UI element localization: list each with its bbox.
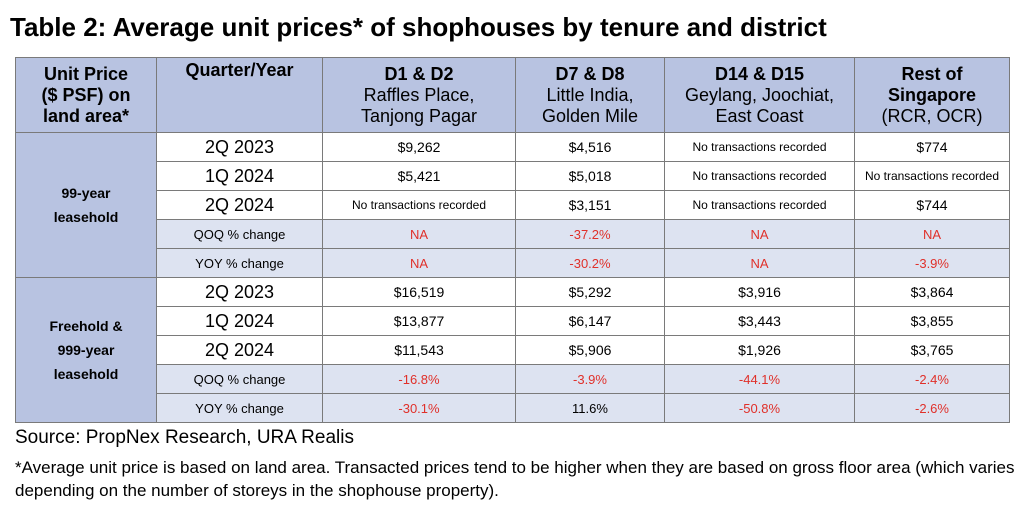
- value-cell: NA: [664, 219, 855, 249]
- period-cell: 2Q 2024: [156, 190, 323, 220]
- value-cell: NA: [322, 219, 516, 249]
- table-row: Freehold & 999-year leasehold 2Q 2023 $1…: [15, 277, 1010, 423]
- period-cell: 2Q 2024: [156, 335, 323, 365]
- value-cell: $16,519: [322, 277, 516, 307]
- value-cell: $744: [854, 190, 1010, 220]
- value-cell: No transactions recorded: [322, 190, 516, 220]
- value-cell: No transactions recorded: [664, 161, 855, 191]
- value-cell: $1,926: [664, 335, 855, 365]
- price-table: Unit Price ($ PSF) on land area* Quarter…: [15, 57, 1010, 423]
- value-cell: $5,292: [515, 277, 665, 307]
- value-cell: $9,262: [322, 132, 516, 162]
- period-cell: 2Q 2023: [156, 277, 323, 307]
- footnote: *Average unit price is based on land are…: [15, 458, 1015, 500]
- value-cell: -37.2%: [515, 219, 665, 249]
- period-cell: 1Q 2024: [156, 306, 323, 336]
- value-cell: $3,916: [664, 277, 855, 307]
- value-cell: -30.1%: [322, 393, 516, 423]
- value-cell: No transactions recorded: [664, 190, 855, 220]
- table-row: YOY % change NA -30.2% NA -3.9%: [16, 248, 1010, 278]
- value-cell: $6,147: [515, 306, 665, 336]
- value-cell: -16.8%: [322, 364, 516, 394]
- value-cell: -44.1%: [664, 364, 855, 394]
- period-cell: YOY % change: [156, 248, 323, 278]
- table-row: 1Q 2024 $13,877 $6,147 $3,443 $3,855: [16, 306, 1010, 336]
- value-cell: $11,543: [322, 335, 516, 365]
- value-cell: $774: [854, 132, 1010, 162]
- group-label-freehold: Freehold & 999-year leasehold: [15, 277, 157, 423]
- header-district-rest: Rest of Singapore (RCR, OCR): [854, 57, 1010, 133]
- value-cell: $5,018: [515, 161, 665, 191]
- group-label-99-year: 99-year leasehold: [15, 132, 157, 278]
- period-cell: QOQ % change: [156, 219, 323, 249]
- value-cell: $13,877: [322, 306, 516, 336]
- value-cell: -30.2%: [515, 248, 665, 278]
- header-quarter-year: Quarter/Year: [156, 57, 323, 133]
- table-row: 2Q 2024 No transactions recorded $3,151 …: [16, 190, 1010, 220]
- value-cell: -50.8%: [664, 393, 855, 423]
- header-district-d7-d8: D7 & D8 Little India, Golden Mile: [515, 57, 665, 133]
- value-cell: $3,855: [854, 306, 1010, 336]
- value-cell: $5,906: [515, 335, 665, 365]
- value-cell: $3,151: [515, 190, 665, 220]
- table-row: 1Q 2024 $5,421 $5,018 No transactions re…: [16, 161, 1010, 191]
- table-row: 99-year leasehold 2Q 2023 $9,262 $4,516 …: [15, 132, 1010, 278]
- value-cell: 11.6%: [515, 393, 665, 423]
- value-cell: -3.9%: [854, 248, 1010, 278]
- value-cell: NA: [664, 248, 855, 278]
- value-cell: No transactions recorded: [664, 132, 855, 162]
- value-cell: $3,443: [664, 306, 855, 336]
- value-cell: -2.4%: [854, 364, 1010, 394]
- value-cell: NA: [322, 248, 516, 278]
- value-cell: $3,765: [854, 335, 1010, 365]
- header-district-d14-d15: D14 & D15 Geylang, Joochiat, East Coast: [664, 57, 855, 133]
- table-title: Table 2: Average unit prices* of shophou…: [10, 12, 827, 42]
- value-cell: $4,516: [515, 132, 665, 162]
- value-cell: -2.6%: [854, 393, 1010, 423]
- table-row: QOQ % change -16.8% -3.9% -44.1% -2.4%: [16, 364, 1010, 394]
- table-row: QOQ % change NA -37.2% NA NA: [16, 219, 1010, 249]
- value-cell: -3.9%: [515, 364, 665, 394]
- period-cell: 2Q 2023: [156, 132, 323, 162]
- value-cell: NA: [854, 219, 1010, 249]
- header-unit-price: Unit Price ($ PSF) on land area*: [15, 57, 157, 133]
- value-cell: $5,421: [322, 161, 516, 191]
- period-cell: 1Q 2024: [156, 161, 323, 191]
- table-row: 2Q 2024 $11,543 $5,906 $1,926 $3,765: [16, 335, 1010, 365]
- period-cell: QOQ % change: [156, 364, 323, 394]
- period-cell: YOY % change: [156, 393, 323, 423]
- table-row: YOY % change -30.1% 11.6% -50.8% -2.6%: [16, 393, 1010, 423]
- source-note: Source: PropNex Research, URA Realis: [15, 427, 354, 448]
- value-cell: $3,864: [854, 277, 1010, 307]
- header-district-d1-d2: D1 & D2 Raffles Place, Tanjong Pagar: [322, 57, 516, 133]
- value-cell: No transactions recorded: [854, 161, 1010, 191]
- header-row: Unit Price ($ PSF) on land area* Quarter…: [15, 57, 1010, 133]
